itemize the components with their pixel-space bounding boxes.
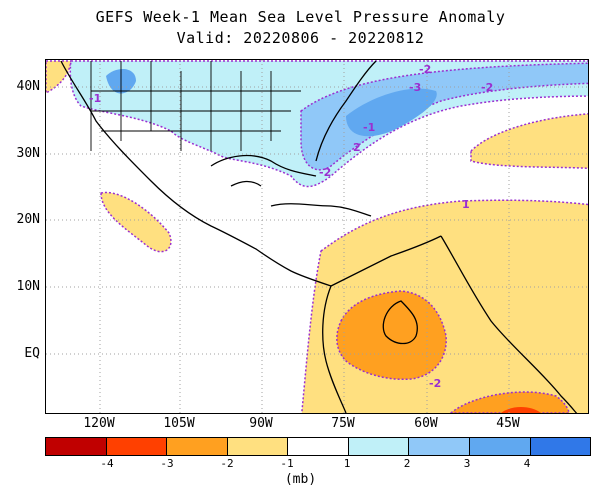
lon-label-60w: 60W [414,416,438,431]
positive-anomaly-max [501,407,541,413]
colorbar-label: -4 [100,457,114,470]
contour-label: 1 [462,198,470,211]
positive-anomaly-eastern-pacific [100,191,172,253]
anomaly-map: -2 -3 -2 -1 -2 1 2 -2 -1 [45,59,589,414]
graticule [46,60,588,413]
colorbar-label: 4 [523,457,531,470]
contour-label: -2 [481,81,493,94]
colorbar [45,437,591,456]
colorbar-swatch [227,438,289,455]
lon-label-45w: 45W [496,416,520,431]
contour-label: -2 [429,377,441,390]
map-title: GEFS Week-1 Mean Sea Level Pressure Anom… [95,8,506,26]
colorbar-swatch [288,438,349,455]
colorbar-swatch [469,438,531,455]
map-subtitle: Valid: 20220806 - 20220812 [176,29,425,47]
colorbar-label: 1 [343,457,351,470]
negative-anomaly-gulf-stream [300,62,588,171]
colorbar-label: 3 [463,457,471,470]
lon-label-120w: 120W [83,416,115,431]
lat-label-10n: 10N [16,279,40,294]
contour-label: -1 [363,121,375,134]
lat-label-40n: 40N [16,79,40,94]
map-canvas: -2 -3 -2 -1 -2 1 2 -2 -1 [46,60,588,413]
colorbar-label: -1 [280,457,294,470]
lon-label-90w: 90W [249,416,273,431]
contour-label: -3 [409,81,421,94]
colorbar-swatch [530,438,591,455]
colorbar-swatch [409,438,470,455]
colorbar-swatch [167,438,228,455]
contour-label: -2 [319,166,331,179]
positive-anomaly-central-atlantic [470,113,588,170]
colorbar-label: 2 [403,457,411,470]
lon-label-105w: 105W [163,416,195,431]
negative-anomaly-core [346,88,437,137]
positive-anomaly-nw-corner [46,60,72,94]
colorbar-swatch [106,438,168,455]
colorbar-label: -3 [160,457,174,470]
lat-label-20n: 20N [16,212,40,227]
state-borders [90,61,301,151]
colorbar-swatch [46,438,107,455]
lon-label-75w: 75W [331,416,355,431]
colorbar-swatch [348,438,410,455]
colorbar-label: -2 [220,457,234,470]
contour-label: 2 [353,141,361,154]
lat-label-eq: EQ [24,346,40,361]
lat-label-30n: 30N [16,146,40,161]
positive-anomaly-southeast [449,391,570,413]
positive-anomaly-amazon [336,290,447,381]
contour-label: -2 [419,63,431,76]
contour-label: -1 [89,92,101,105]
coastlines [60,60,578,413]
colorbar-units: (mb) [284,472,317,487]
